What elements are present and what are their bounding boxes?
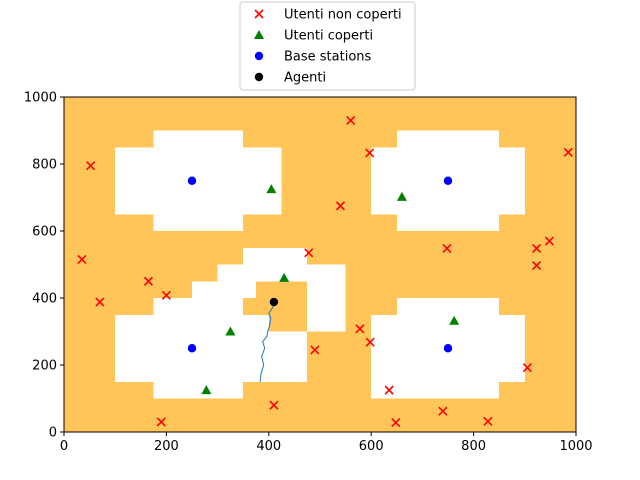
legend-agents-icon — [254, 72, 264, 82]
uncovered-user-point — [156, 417, 166, 427]
y-tick-label: 600 — [32, 225, 57, 240]
covered-user-point — [279, 272, 290, 282]
legend-agents: Agenti — [254, 71, 326, 86]
legend-uncovered-icon — [254, 9, 264, 19]
base-station-point — [187, 344, 197, 353]
uncovered-user-point — [161, 290, 171, 300]
covered-user-point — [449, 315, 460, 325]
axes: 0 200 400 600 800 1000 0 200 400 600 800 1000 — [24, 91, 593, 455]
covered-user-point — [225, 326, 236, 336]
uncovered-user-point — [384, 385, 394, 395]
uncovered-user-point — [346, 115, 356, 126]
free-region-bottom-left — [307, 264, 346, 282]
base-station-point — [187, 176, 197, 185]
uncovered-user-point — [335, 201, 346, 211]
y-tick-label: 1000 — [24, 91, 57, 106]
uncovered-user-point — [438, 406, 448, 416]
y-tick-label: 200 — [32, 359, 57, 374]
axes-frame — [63, 96, 577, 433]
uncovered-user-point — [365, 337, 375, 347]
uncovered-user-point — [310, 345, 320, 355]
free-region-bottom-left — [268, 348, 308, 382]
uncovered-user-point — [269, 400, 279, 410]
free-region-bottom-left — [307, 281, 346, 332]
base-station-point — [443, 344, 453, 353]
y-tick-label: 400 — [32, 292, 57, 307]
agent-point — [269, 297, 279, 307]
free-region-bottom-right — [371, 381, 397, 399]
x-tick-label: 800 — [461, 439, 486, 454]
legend-box — [239, 1, 416, 91]
uncovered-user-point — [365, 148, 375, 158]
uncovered-user-point — [544, 236, 554, 246]
y-tick-label: 800 — [32, 158, 57, 173]
legend-agents-label: Agenti — [284, 71, 326, 86]
x-tick-label: 0 — [60, 439, 68, 454]
free-region-bottom-left — [192, 281, 256, 298]
x-tick-label: 400 — [256, 439, 281, 454]
covered-user-point — [396, 191, 407, 201]
free-region-bottom-left — [268, 331, 308, 349]
free-region-top-left — [153, 130, 244, 231]
uncovered-user-point — [391, 418, 401, 428]
uncovered-user-point — [442, 243, 452, 253]
uncovered-user-point — [355, 324, 365, 334]
legend-base-stations-icon — [254, 51, 264, 61]
free-region-bottom-left — [243, 247, 308, 265]
uncovered-user-point — [563, 147, 573, 157]
uncovered-user-point — [483, 416, 493, 426]
legend-covered-label: Utenti coperti — [284, 29, 373, 44]
uncovered-user-point — [77, 254, 87, 265]
legend-covered-icon — [254, 30, 264, 39]
legend-base-stations-label: Base stations — [284, 50, 372, 65]
covered-user-point — [266, 184, 277, 194]
plot-area — [64, 97, 576, 432]
x-tick-label: 1000 — [559, 439, 592, 454]
legend-covered: Utenti coperti — [254, 29, 373, 44]
covered-user-point — [201, 385, 212, 395]
uncovered-user-point — [532, 260, 542, 271]
uncovered-user-point — [86, 161, 96, 171]
legend: Utenti non coperti Utenti coperti Base sta… — [239, 1, 416, 91]
uncovered-user-point — [304, 248, 314, 258]
agent-trajectory — [259, 302, 275, 382]
uncovered-user-point — [532, 243, 542, 253]
legend-uncovered: Utenti non coperti — [254, 8, 402, 23]
base-station-point — [443, 176, 453, 185]
legend-uncovered-label: Utenti non coperti — [284, 8, 402, 23]
uncovered-user-point — [143, 276, 154, 286]
uncovered-user-point — [522, 363, 532, 373]
y-tick-label: 0 — [49, 426, 57, 441]
x-tick-label: 600 — [359, 439, 384, 454]
x-tick-label: 200 — [154, 439, 179, 454]
uncovered-user-point — [95, 297, 105, 307]
free-region-bottom-left — [153, 298, 244, 399]
markers — [77, 115, 573, 428]
legend-base-stations: Base stations — [254, 50, 372, 65]
